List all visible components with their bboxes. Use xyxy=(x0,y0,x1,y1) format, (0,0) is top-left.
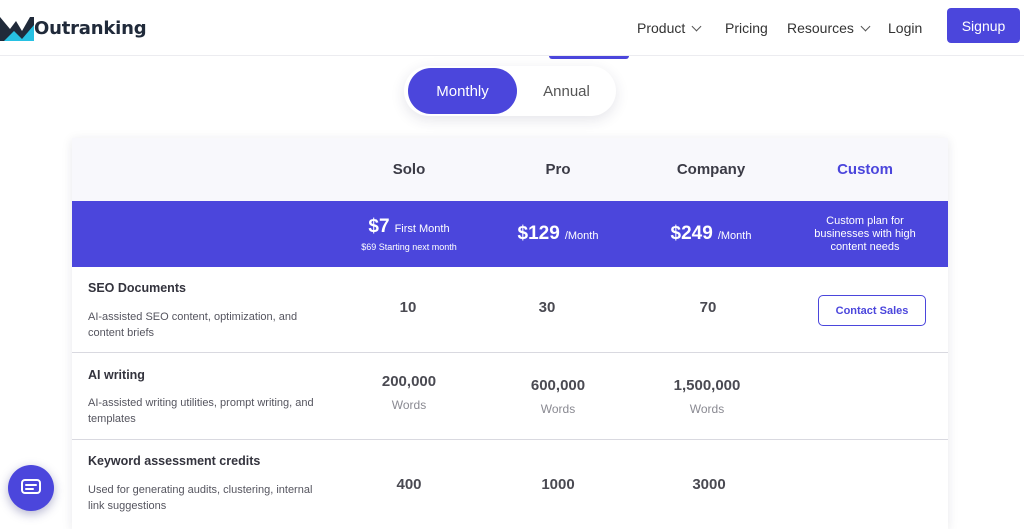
nav-pricing[interactable]: Pricing xyxy=(725,20,768,36)
brand-logo[interactable]: Outranking xyxy=(0,12,147,44)
signup-button[interactable]: Signup xyxy=(947,8,1020,43)
plan-name-solo: Solo xyxy=(392,161,426,178)
feature-value-solo: 200,000 xyxy=(381,373,437,390)
brand-name: Outranking xyxy=(34,17,147,39)
feature-unit: Words xyxy=(540,402,576,416)
nav-product[interactable]: Product xyxy=(637,20,702,36)
price-subtext: $69 Starting next month xyxy=(361,242,457,252)
toggle-monthly[interactable]: Monthly xyxy=(408,68,517,114)
chevron-down-icon xyxy=(860,21,871,31)
table-row: AI writing AI-assisted writing utilities… xyxy=(72,353,948,440)
billing-toggle: Monthly Annual xyxy=(404,66,616,116)
chevron-down-icon xyxy=(691,21,702,31)
feature-unit: Words xyxy=(689,402,725,416)
pricing-table: Solo Pro Company Custom $7 First Month $… xyxy=(72,138,948,529)
plan-name-company: Company xyxy=(676,161,746,178)
feature-value-pro: 600,000 xyxy=(530,377,586,394)
price-solo: $7 First Month $69 Starting next month xyxy=(340,201,478,267)
price-period: /Month xyxy=(564,230,599,242)
nav-product-label: Product xyxy=(637,20,686,36)
feature-title: SEO Documents xyxy=(88,281,186,295)
feature-unit: Words xyxy=(391,398,427,412)
feature-value-solo: 400 xyxy=(396,476,422,493)
contact-sales-button[interactable]: Contact Sales xyxy=(818,295,926,326)
feature-value-pro: 30 xyxy=(538,299,556,316)
nav-resources[interactable]: Resources xyxy=(787,20,871,36)
price-row: $7 First Month $69 Starting next month $… xyxy=(72,201,948,267)
price-amount: $249 xyxy=(670,223,713,244)
chat-launcher-button[interactable] xyxy=(8,465,54,511)
price-period: First Month xyxy=(394,223,450,235)
feature-value-company: 1,500,000 xyxy=(673,377,741,394)
feature-description: Used for generating audits, clustering, … xyxy=(88,484,313,512)
custom-plan-description: Custom plan for businesses with high con… xyxy=(814,214,916,253)
table-row: SEO Documents AI-assisted SEO content, o… xyxy=(72,267,948,353)
chat-icon xyxy=(21,479,41,494)
plan-header-row: Solo Pro Company Custom xyxy=(72,138,948,201)
price-company: $249 /Month xyxy=(642,201,780,267)
price-pro: $129 /Month xyxy=(492,201,624,267)
feature-value-company: 3000 xyxy=(692,476,726,493)
plan-name-custom: Custom xyxy=(837,161,893,178)
outranking-logo-icon xyxy=(0,17,34,41)
nav-login-label: Login xyxy=(888,20,923,36)
price-amount: $7 xyxy=(368,216,390,237)
feature-value-pro: 1000 xyxy=(541,476,575,493)
price-period: /Month xyxy=(717,230,752,242)
plan-name-pro: Pro xyxy=(545,161,571,178)
site-header: Outranking Product Pricing Resources Log… xyxy=(0,0,1024,56)
tooltip-notch xyxy=(549,56,629,59)
feature-title: Keyword assessment credits xyxy=(88,454,261,468)
nav-login[interactable]: Login xyxy=(888,20,922,36)
feature-value-company: 70 xyxy=(699,299,717,316)
feature-description: AI-assisted writing utilities, prompt wr… xyxy=(88,397,314,425)
nav-resources-label: Resources xyxy=(787,20,854,36)
price-amount: $129 xyxy=(517,223,560,244)
feature-title: AI writing xyxy=(88,368,145,382)
nav-pricing-label: Pricing xyxy=(725,20,768,36)
toggle-annual[interactable]: Annual xyxy=(543,82,590,100)
price-custom: Custom plan for businesses with high con… xyxy=(810,201,920,267)
feature-description: AI-assisted SEO content, optimization, a… xyxy=(88,311,298,339)
feature-value-solo: 10 xyxy=(399,299,417,316)
table-row: Keyword assessment credits Used for gene… xyxy=(72,440,948,529)
